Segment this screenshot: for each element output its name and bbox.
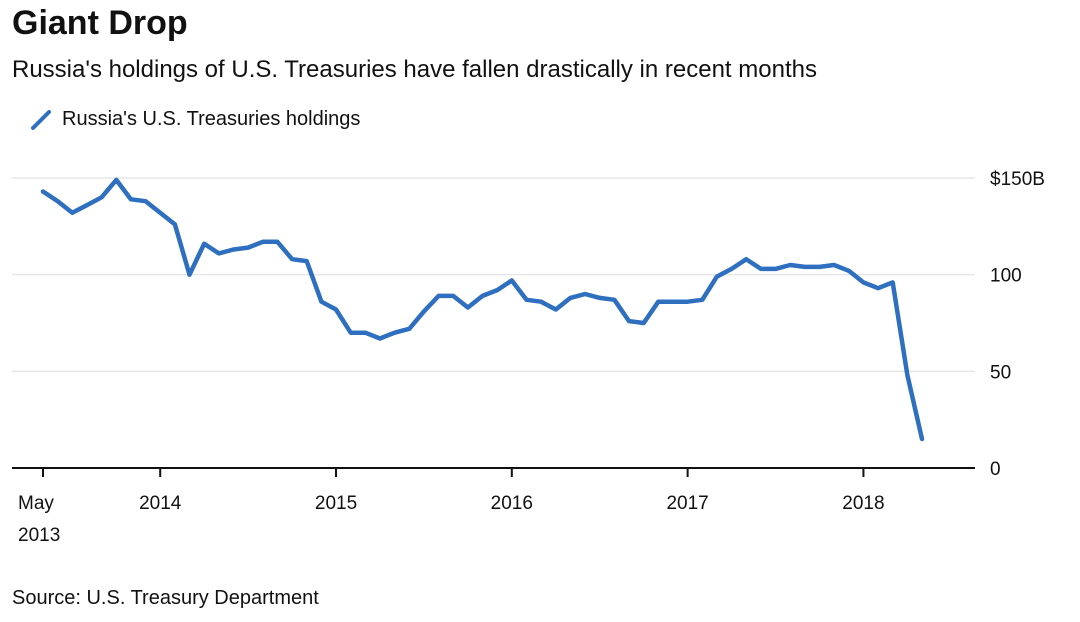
legend: Russia's U.S. Treasuries holdings: [30, 108, 360, 131]
series-line: [40, 177, 925, 442]
source-note: Source: U.S. Treasury Department: [12, 587, 319, 609]
x-tick-label: 2018: [842, 493, 884, 514]
x-tick-label: 2016: [491, 493, 533, 514]
legend-swatch-icon: [31, 109, 51, 130]
chart-subtitle: Russia's holdings of U.S. Treasuries hav…: [12, 56, 817, 83]
chart-title: Giant Drop: [12, 4, 188, 42]
y-tick-label: 100: [990, 266, 1022, 287]
x-tick-label: 2013: [18, 525, 60, 546]
y-tick-label: 0: [990, 459, 1001, 480]
x-tick-label: 2017: [666, 493, 708, 514]
x-tick-label: 2015: [315, 493, 357, 514]
y-tick-label: 50: [990, 362, 1011, 383]
x-tick-label: May: [18, 493, 54, 514]
y-tick-label: $150B: [990, 169, 1045, 190]
legend-label: Russia's U.S. Treasuries holdings: [62, 108, 361, 130]
x-tick-label: 2014: [139, 493, 182, 514]
